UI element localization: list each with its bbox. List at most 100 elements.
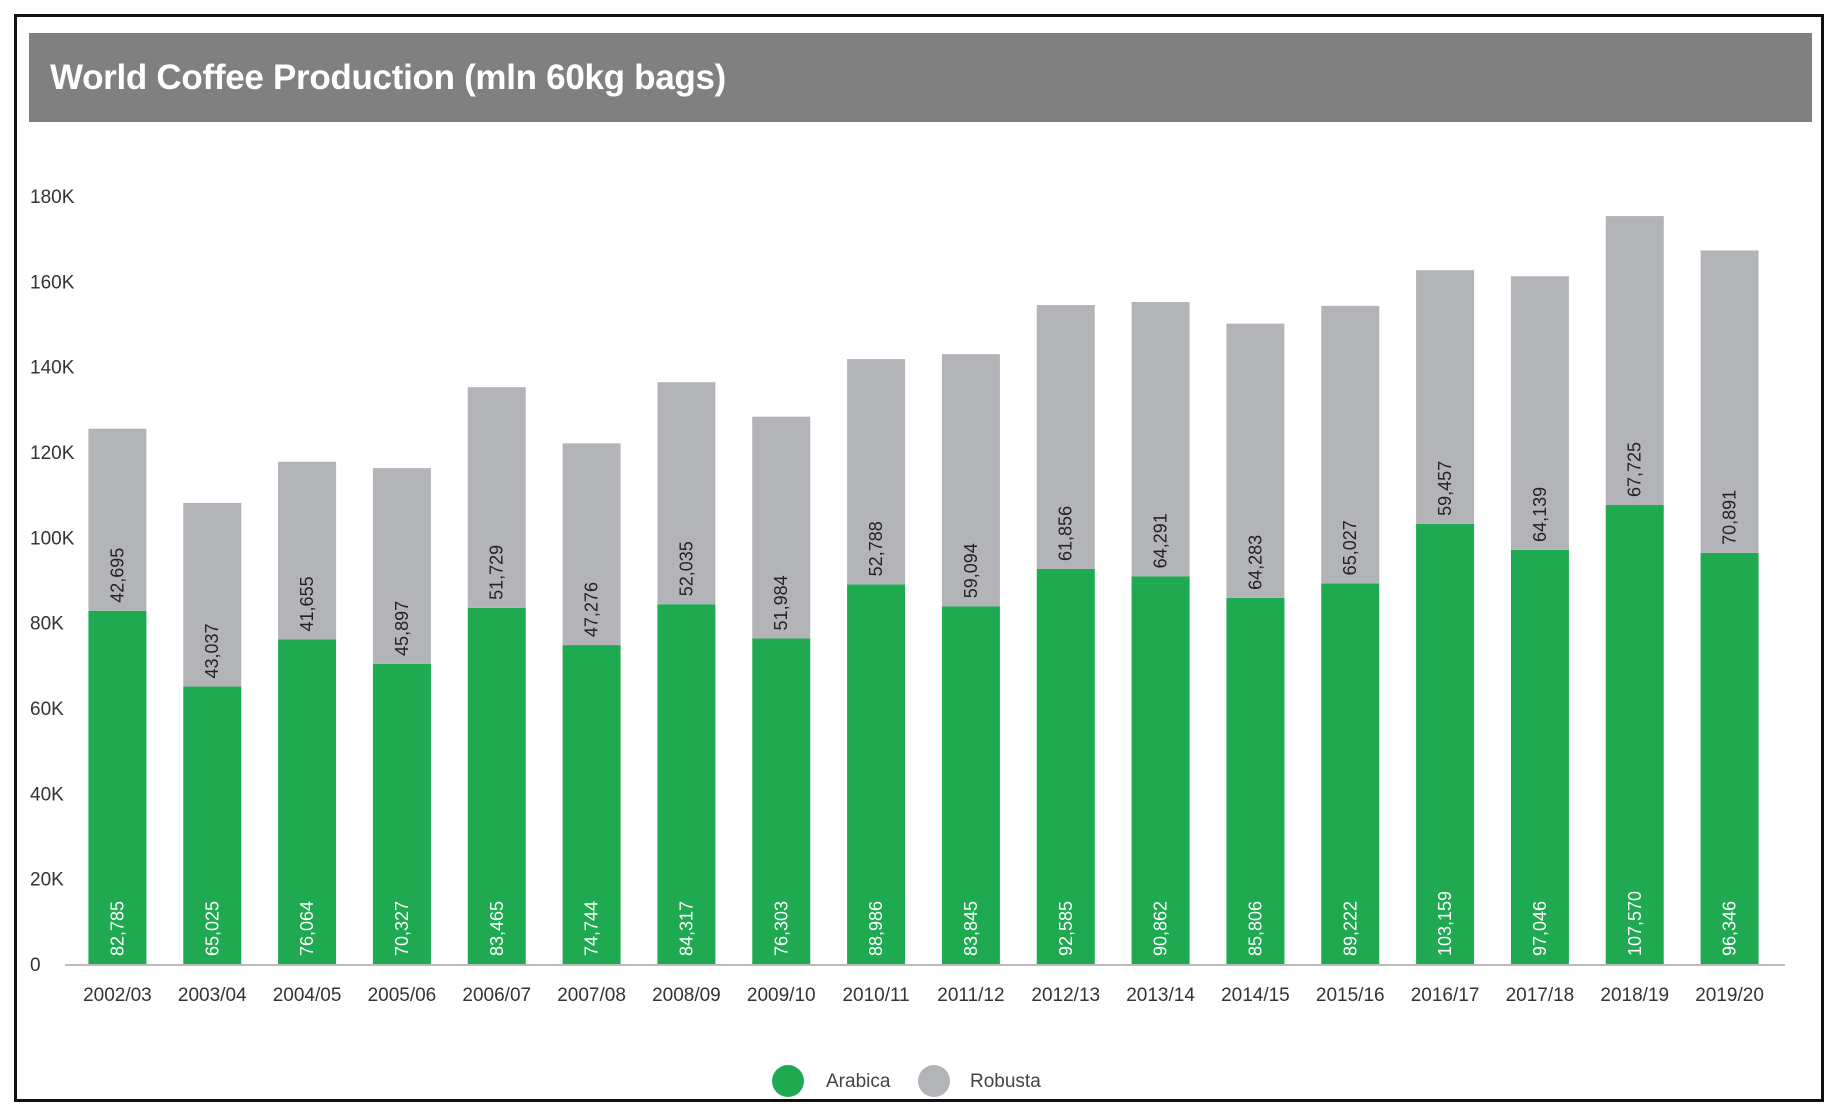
data-label-robusta: 52,035	[676, 541, 696, 596]
data-label-robusta: 61,856	[1056, 506, 1076, 561]
data-label-robusta: 64,283	[1245, 535, 1265, 590]
bar-arabica	[562, 645, 621, 964]
data-label-robusta: 52,788	[866, 521, 886, 576]
x-tick-label: 2013/14	[1126, 985, 1195, 1006]
data-label-arabica: 103,159	[1435, 891, 1455, 956]
bar-arabica	[183, 686, 242, 964]
bar-robusta	[1605, 216, 1664, 506]
x-tick-label: 2017/18	[1506, 985, 1575, 1006]
y-tick-label: 140K	[30, 358, 75, 379]
bar-arabica	[467, 607, 526, 964]
data-label-arabica: 88,986	[866, 901, 886, 956]
bar-robusta	[941, 354, 1000, 607]
data-labels: 82,785 42,695 65,025 43,037 76,064 41,655 70,3…	[107, 442, 1739, 956]
bar-robusta	[467, 387, 526, 608]
x-tick-label: 2003/04	[178, 985, 247, 1006]
x-tick-label: 2012/13	[1031, 985, 1100, 1006]
x-tick-label: 2006/07	[462, 985, 531, 1006]
data-label-arabica: 76,303	[771, 901, 791, 956]
data-label-arabica: 83,845	[961, 901, 981, 956]
bar-arabica	[88, 610, 147, 964]
bar-arabica	[1510, 549, 1569, 964]
bar-arabica	[752, 638, 811, 964]
legend-item-robusta[interactable]: Robusta	[918, 1065, 1041, 1097]
bar-robusta	[657, 382, 716, 605]
data-label-robusta: 64,291	[1151, 513, 1171, 568]
y-tick-label: 120K	[30, 443, 75, 464]
bar-arabica	[278, 639, 337, 964]
legend-label-robusta: Robusta	[970, 1071, 1041, 1092]
bar-robusta	[1321, 305, 1380, 584]
data-label-robusta: 51,729	[487, 545, 507, 600]
data-label-robusta: 64,139	[1530, 487, 1550, 542]
bar-arabica	[1226, 597, 1285, 964]
y-tick-label: 0	[30, 955, 41, 976]
data-label-robusta: 43,037	[202, 623, 222, 678]
x-tick-label: 2010/11	[842, 985, 909, 1006]
bar-arabica	[1131, 576, 1190, 964]
bar-arabica	[847, 584, 906, 964]
x-tick-label: 2005/06	[368, 985, 437, 1006]
bar-robusta	[752, 416, 811, 639]
y-tick-label: 160K	[30, 272, 75, 293]
data-label-robusta: 42,695	[107, 548, 127, 603]
bar-robusta	[1700, 250, 1759, 553]
data-label-robusta: 41,655	[297, 576, 317, 631]
data-label-arabica: 90,862	[1151, 901, 1171, 956]
x-tick-label: 2016/17	[1411, 985, 1480, 1006]
data-label-arabica: 76,064	[297, 901, 317, 956]
data-label-arabica: 107,570	[1625, 891, 1645, 956]
data-label-arabica: 83,465	[487, 901, 507, 956]
bars	[88, 216, 1759, 964]
data-label-arabica: 84,317	[676, 901, 696, 956]
y-tick-label: 60K	[30, 699, 64, 720]
title-bar: World Coffee Production (mln 60kg bags)	[29, 33, 1812, 122]
y-tick-label: 80K	[30, 614, 64, 635]
data-label-robusta: 47,276	[582, 582, 602, 637]
bar-arabica	[1321, 583, 1380, 964]
legend-swatch-robusta	[918, 1065, 950, 1097]
bar-arabica	[1416, 523, 1475, 964]
data-label-robusta: 67,725	[1625, 442, 1645, 497]
x-tick-label: 2007/08	[557, 985, 626, 1006]
y-tick-label: 180K	[30, 187, 75, 208]
bar-robusta	[1131, 302, 1190, 577]
legend[interactable]: Arabica Robusta	[772, 1065, 1041, 1097]
data-label-robusta: 45,897	[392, 601, 412, 656]
data-label-arabica: 85,806	[1245, 901, 1265, 956]
data-label-arabica: 70,327	[392, 901, 412, 956]
y-tick-label: 100K	[30, 528, 75, 549]
bar-arabica	[657, 604, 716, 964]
bar-robusta	[183, 502, 242, 687]
bar-robusta	[278, 461, 337, 640]
y-tick-label: 40K	[30, 784, 64, 805]
data-label-arabica: 92,585	[1056, 901, 1076, 956]
bar-arabica	[1605, 505, 1664, 964]
y-tick-label: 20K	[30, 870, 64, 891]
bar-arabica	[941, 606, 1000, 964]
x-tick-label: 2004/05	[273, 985, 342, 1006]
data-label-arabica: 97,046	[1530, 901, 1550, 956]
data-label-robusta: 51,984	[771, 575, 791, 630]
legend-swatch-arabica	[772, 1065, 804, 1097]
bar-arabica	[1700, 552, 1759, 964]
data-label-robusta: 65,027	[1340, 520, 1360, 575]
data-label-robusta: 70,891	[1720, 490, 1740, 545]
legend-label-arabica: Arabica	[826, 1071, 891, 1092]
x-axis: 2002/03 2003/04 2004/05 2005/06 2006/07 2007/…	[83, 985, 1764, 1006]
data-label-arabica: 82,785	[107, 901, 127, 956]
bar-robusta	[1226, 323, 1285, 598]
bar-robusta	[1416, 270, 1475, 524]
data-label-arabica: 74,744	[582, 901, 602, 956]
bar-robusta	[372, 468, 431, 664]
data-label-arabica: 89,222	[1340, 901, 1360, 956]
x-tick-label: 2009/10	[747, 985, 816, 1006]
data-label-robusta: 59,457	[1435, 461, 1455, 516]
bar-robusta	[88, 428, 147, 611]
chart-title: World Coffee Production (mln 60kg bags)	[50, 58, 727, 97]
legend-item-arabica[interactable]: Arabica	[772, 1065, 891, 1097]
x-tick-label: 2019/20	[1695, 985, 1764, 1006]
data-label-arabica: 65,025	[202, 901, 222, 956]
x-tick-label: 2014/15	[1221, 985, 1290, 1006]
